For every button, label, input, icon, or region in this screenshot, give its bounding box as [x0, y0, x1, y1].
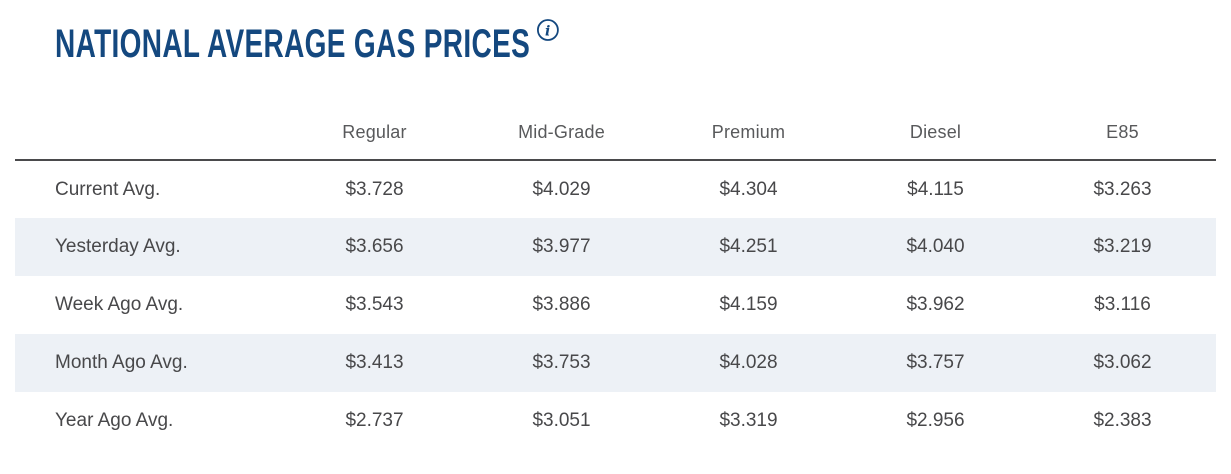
gas-prices-table: Regular Mid-Grade Premium Diesel E85 Cur… — [15, 106, 1216, 450]
price-cell: $3.728 — [345, 178, 404, 200]
price-cell: $4.251 — [719, 236, 778, 257]
table-header-row: Regular Mid-Grade Premium Diesel E85 — [15, 106, 1216, 161]
price-cell: $3.413 — [345, 352, 404, 373]
price-cell: $3.962 — [906, 294, 965, 315]
svg-text:i: i — [545, 24, 551, 40]
price-cell: $4.040 — [906, 236, 965, 257]
info-icon[interactable]: i — [536, 18, 560, 42]
row-label: Yesterday Avg. — [55, 236, 181, 257]
column-header-diesel: Diesel — [842, 106, 1029, 161]
price-cell: $3.757 — [906, 352, 965, 373]
price-cell: $3.753 — [532, 352, 591, 373]
page-title: NATIONAL AVERAGE GAS PRICES i — [55, 18, 766, 68]
table-row-year-ago-avg: Year Ago Avg. $2.737 $3.051 $3.319 $2.95… — [15, 392, 1216, 450]
table-row-month-ago-avg: Month Ago Avg. $3.413 $3.753 $4.028 $3.7… — [15, 334, 1216, 392]
price-cell: $3.051 — [532, 410, 591, 431]
corner-cell — [15, 106, 281, 161]
price-cell: $3.886 — [532, 294, 591, 315]
price-cell: $2.737 — [345, 410, 404, 431]
table-row-week-ago-avg: Week Ago Avg. $3.543 $3.886 $4.159 $3.96… — [15, 276, 1216, 334]
price-cell: $3.263 — [1093, 178, 1152, 200]
table-row-yesterday-avg: Yesterday Avg. $3.656 $3.977 $4.251 $4.0… — [15, 218, 1216, 276]
price-cell: $3.977 — [532, 236, 591, 257]
title-section: NATIONAL AVERAGE GAS PRICES i — [55, 18, 1231, 76]
price-cell: $3.319 — [719, 410, 778, 431]
price-cell: $2.383 — [1093, 410, 1152, 431]
price-cell: $4.115 — [907, 178, 964, 200]
row-label: Month Ago Avg. — [55, 352, 188, 373]
price-cell: $2.956 — [906, 410, 965, 431]
row-label: Current Avg. — [55, 178, 161, 200]
column-header-e85: E85 — [1029, 106, 1216, 161]
row-label: Week Ago Avg. — [55, 294, 184, 315]
column-header-premium: Premium — [655, 106, 842, 161]
row-label: Year Ago Avg. — [55, 410, 174, 431]
price-cell: $3.656 — [345, 236, 404, 257]
price-cell: $3.062 — [1093, 352, 1152, 373]
column-header-regular: Regular — [281, 106, 468, 161]
price-cell: $4.159 — [719, 294, 778, 315]
column-header-midgrade: Mid-Grade — [468, 106, 655, 161]
price-cell: $3.219 — [1093, 236, 1152, 257]
price-cell: $4.304 — [719, 178, 778, 200]
page-title-text: NATIONAL AVERAGE GAS PRICES — [55, 22, 531, 66]
price-cell: $4.029 — [532, 178, 591, 200]
price-cell: $4.028 — [719, 352, 778, 373]
price-cell: $3.116 — [1094, 294, 1151, 315]
table-row-current-avg: Current Avg. $3.728 $4.029 $4.304 $4.115… — [15, 160, 1216, 218]
price-cell: $3.543 — [345, 294, 404, 315]
